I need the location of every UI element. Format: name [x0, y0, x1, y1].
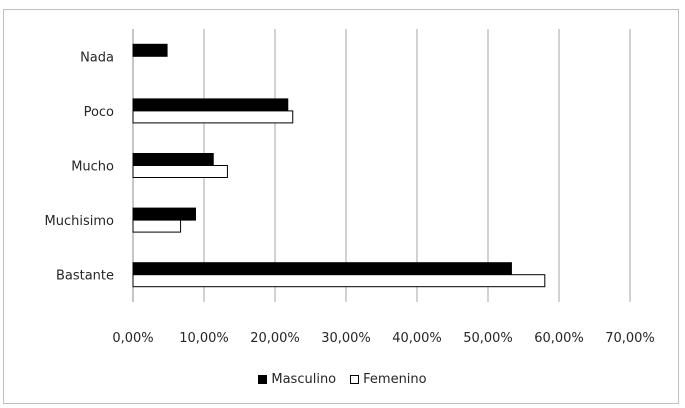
legend-item-masculino: Masculino	[258, 372, 336, 387]
bar-masculino-nada	[132, 43, 168, 57]
x-tick-label: 30,00%	[321, 331, 371, 346]
bar-masculino-bastante	[132, 262, 512, 276]
legend-swatch-femenino	[350, 375, 360, 384]
legend-label-femenino: Femenino	[363, 372, 427, 387]
x-tick-label: 70,00%	[605, 331, 655, 346]
category-label: Poco	[84, 105, 114, 120]
category-label: Mucho	[71, 160, 114, 175]
bar-femenino-poco	[132, 110, 294, 124]
bar-masculino-muchisimo	[132, 207, 196, 221]
grid-lines	[132, 29, 631, 302]
category-label: Muchisimo	[45, 214, 115, 229]
bar-masculino-mucho	[132, 153, 214, 166]
x-tick-label: 0,00%	[112, 331, 153, 346]
bars	[132, 43, 546, 288]
x-tick-label: 50,00%	[463, 331, 513, 346]
x-tick-label: 10,00%	[179, 331, 229, 346]
category-label: Nada	[80, 50, 114, 65]
category-label: Bastante	[56, 269, 114, 284]
x-tick-labels: 0,00% 10,00% 20,00% 30,00% 40,00% 50,00% 60,00…	[112, 331, 654, 346]
bar-femenino-muchisimo	[132, 219, 182, 233]
x-tick-label: 60,00%	[534, 331, 584, 346]
legend: Masculino Femenino	[0, 372, 685, 387]
bar-masculino-poco	[132, 98, 289, 112]
legend-swatch-masculino	[258, 375, 268, 384]
bar-femenino-mucho	[132, 165, 228, 178]
x-tick-label: 20,00%	[250, 331, 300, 346]
chart-frame	[3, 9, 679, 404]
x-tick-label: 40,00%	[392, 331, 442, 346]
category-labels: Nada Poco Mucho Muchisimo Bastante	[45, 50, 115, 283]
legend-item-femenino: Femenino	[350, 372, 427, 387]
legend-label-masculino: Masculino	[271, 372, 337, 387]
bar-femenino-bastante	[132, 274, 546, 288]
